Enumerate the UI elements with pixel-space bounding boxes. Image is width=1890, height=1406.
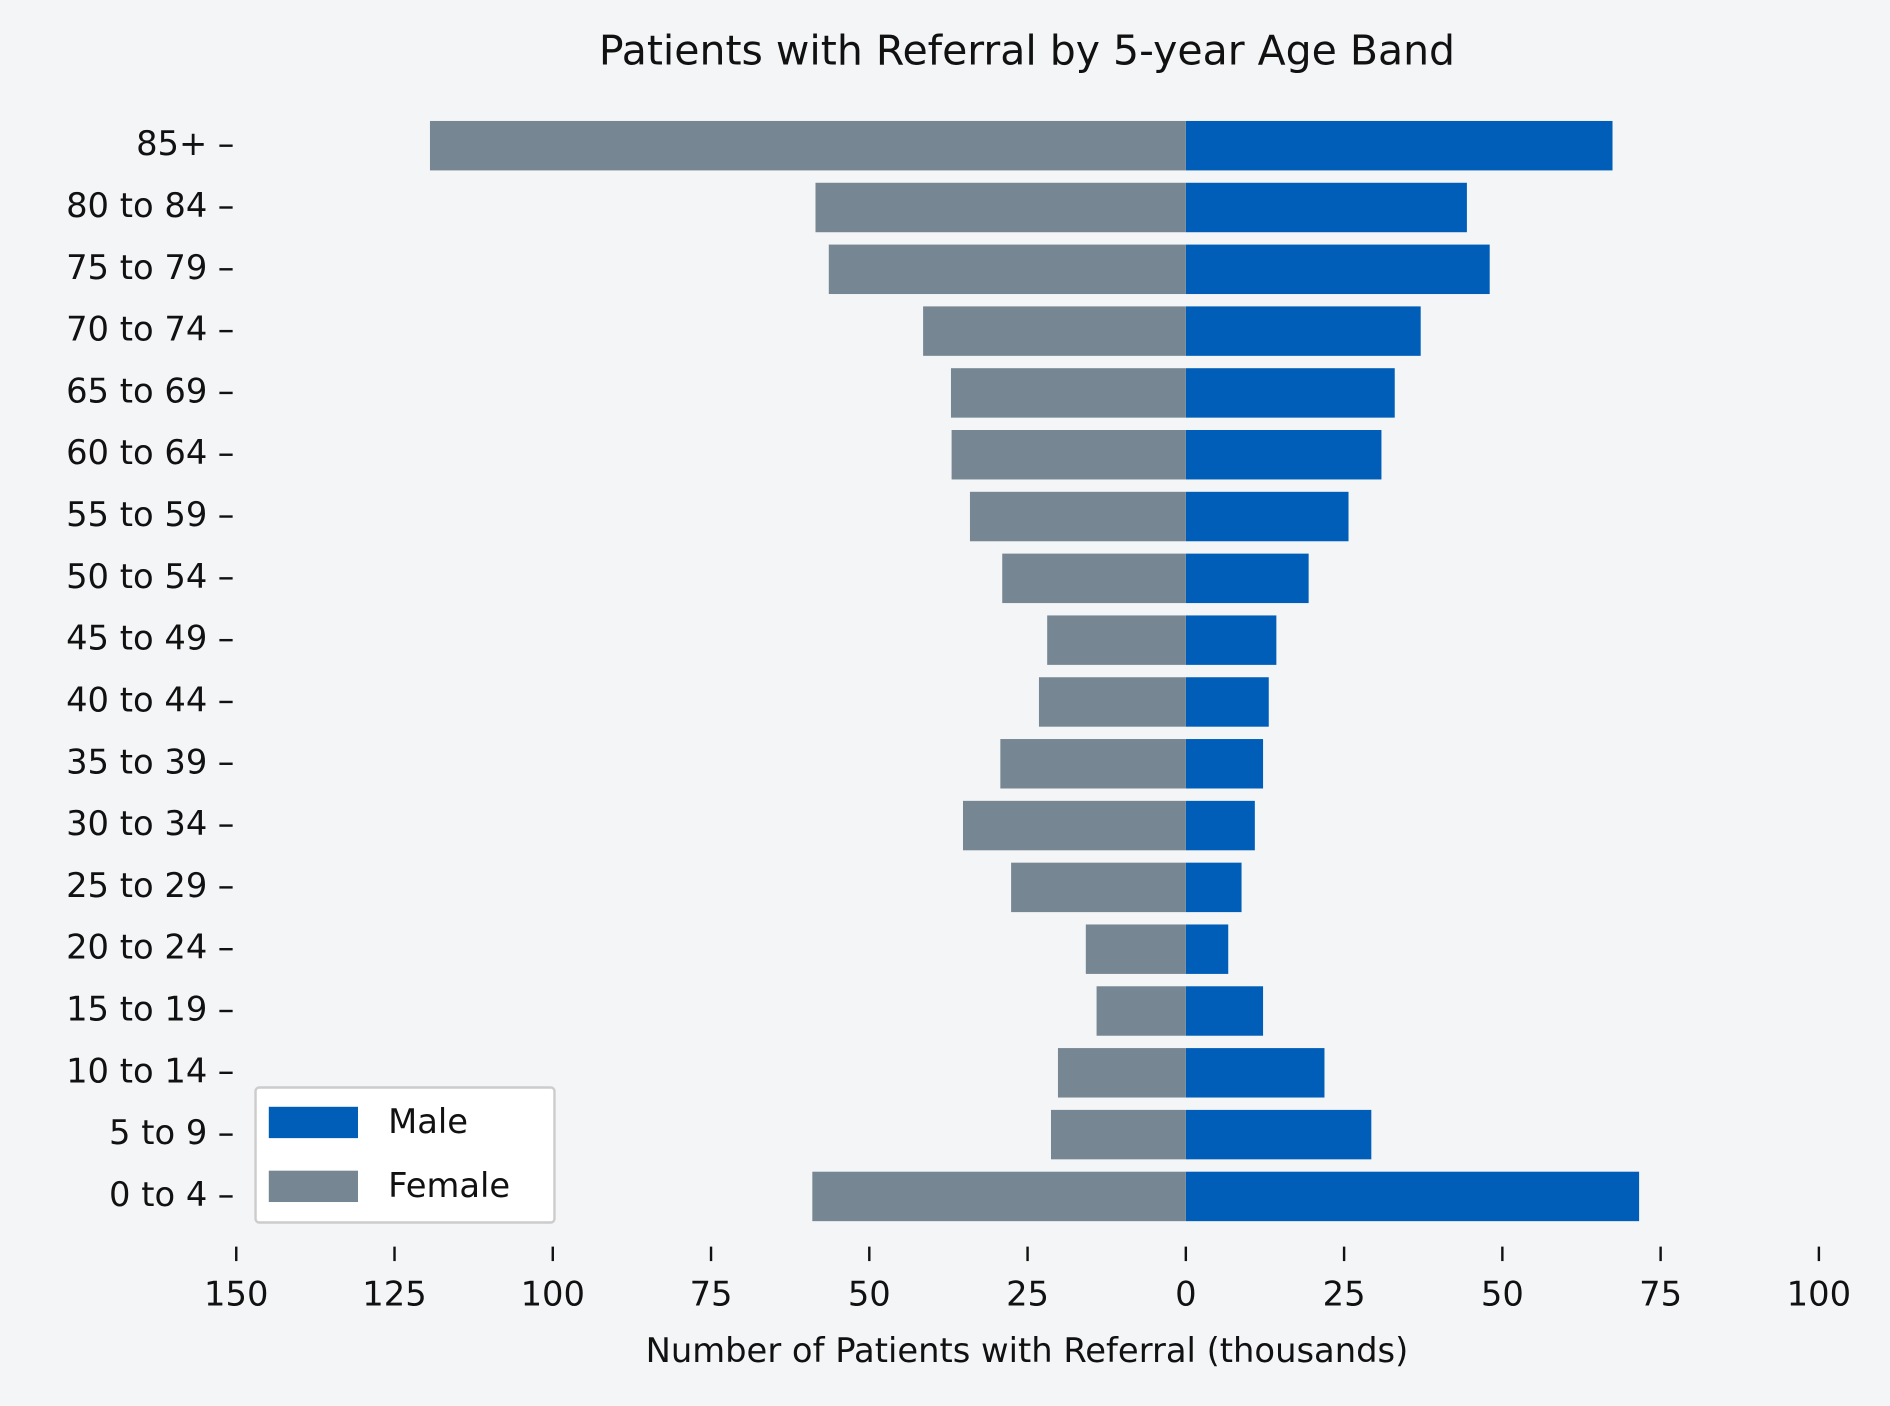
y-tick-label: 20 to 24 <box>66 928 207 967</box>
bar <box>1185 244 1490 295</box>
x-tick-label: 25 <box>1323 1275 1366 1314</box>
bar <box>815 182 1186 233</box>
y-tick-label: 45 to 49 <box>66 619 207 658</box>
x-tick-label: 125 <box>362 1275 426 1314</box>
y-tick-label: 50 to 54 <box>66 557 207 596</box>
y-tick-label: 70 to 74 <box>66 310 207 349</box>
x-tick-label: 150 <box>204 1275 268 1314</box>
bar <box>1057 1048 1186 1098</box>
bar <box>1185 368 1395 418</box>
y-tick-label: 40 to 44 <box>66 680 207 719</box>
y-tick-label: 5 to 9 <box>109 1113 207 1152</box>
bar <box>828 244 1186 295</box>
bar <box>951 430 1186 480</box>
bar <box>1185 306 1421 356</box>
x-tick-label: 0 <box>1175 1275 1196 1314</box>
bar <box>1096 986 1186 1036</box>
bar <box>1185 1048 1325 1098</box>
x-tick-label: 25 <box>1006 1275 1049 1314</box>
chart-title: Patients with Referral by 5-year Age Ban… <box>599 26 1455 74</box>
bar <box>1185 1171 1640 1222</box>
y-tick-label: 10 to 14 <box>66 1051 207 1090</box>
x-tick-label: 75 <box>1639 1275 1682 1314</box>
bar <box>1185 862 1242 913</box>
x-tick-label: 100 <box>521 1275 585 1314</box>
bar <box>429 120 1186 171</box>
bar <box>1050 1109 1186 1160</box>
y-tick-label: 0 to 4 <box>109 1175 207 1214</box>
legend-swatch <box>268 1106 358 1139</box>
y-tick-label: 80 to 84 <box>66 186 207 225</box>
bar <box>950 368 1186 418</box>
bar <box>1185 800 1255 851</box>
bar <box>1185 924 1229 974</box>
y-tick-label: 25 to 29 <box>66 866 207 905</box>
bar <box>812 1171 1186 1222</box>
bar <box>1011 862 1186 913</box>
bar <box>1038 677 1186 727</box>
x-tick-label: 100 <box>1787 1275 1851 1314</box>
y-tick-label: 35 to 39 <box>66 742 207 781</box>
x-tick-label: 75 <box>690 1275 733 1314</box>
bar <box>969 491 1186 542</box>
bar <box>1185 120 1613 171</box>
legend-swatch <box>268 1170 358 1203</box>
y-tick-label: 15 to 19 <box>66 990 207 1029</box>
legend-label: Female <box>388 1166 510 1205</box>
bar <box>1185 182 1467 233</box>
y-tick-label: 60 to 64 <box>66 433 207 472</box>
legend-label: Male <box>388 1102 468 1141</box>
bar <box>1185 986 1264 1036</box>
bar <box>923 306 1186 356</box>
y-tick-label: 75 to 79 <box>66 248 207 287</box>
y-tick-label: 30 to 34 <box>66 804 207 843</box>
y-tick-label: 85+ <box>136 124 207 163</box>
x-axis-label: Number of Patients with Referral (thousa… <box>646 1331 1409 1370</box>
bar <box>1185 491 1349 542</box>
y-tick-label: 65 to 69 <box>66 371 207 410</box>
bar <box>1000 739 1186 789</box>
bar <box>1185 553 1309 604</box>
bar <box>1047 615 1186 665</box>
y-tick-label: 55 to 59 <box>66 495 207 534</box>
bar <box>1185 739 1264 789</box>
bar <box>1185 677 1269 727</box>
bar <box>1185 430 1382 480</box>
x-tick-label: 50 <box>1481 1275 1524 1314</box>
bar <box>1002 553 1186 604</box>
x-tick-label: 50 <box>848 1275 891 1314</box>
bar <box>1185 1109 1372 1160</box>
bar <box>1085 924 1186 974</box>
bar <box>1185 615 1277 665</box>
bar <box>962 800 1186 851</box>
